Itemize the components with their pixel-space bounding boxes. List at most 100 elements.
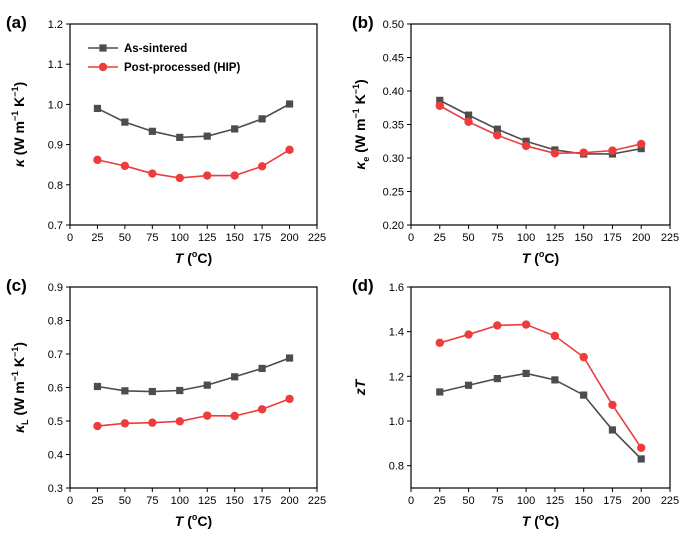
data-point-hip [230, 411, 239, 421]
series-line-as-sintered [97, 357, 290, 393]
y-axis-label-sub: L [20, 419, 30, 425]
y-tick-label: 0.8 [48, 180, 63, 192]
data-point-hip [203, 171, 212, 180]
data-point-as-sintered [464, 111, 473, 119]
data-point-as-sintered [176, 133, 184, 141]
y-tick-label: 0.25 [383, 187, 404, 199]
x-tick-label: 200 [632, 232, 650, 244]
x-tick-label: 100 [171, 495, 189, 507]
x-tick-label: 150 [225, 232, 243, 244]
x-tick-label: 0 [67, 495, 73, 507]
data-point-hip [257, 405, 267, 414]
y-tick-label: 0.9 [48, 140, 63, 152]
x-tick-label: 175 [603, 495, 621, 507]
data-point-hip [493, 321, 502, 330]
x-axis-label: T (oC) [522, 512, 559, 529]
x-tick-label: 75 [491, 232, 503, 244]
data-point-hip [93, 421, 102, 431]
y-axis-label-text: (W m [11, 121, 27, 159]
y-tick-label: 0.45 [383, 53, 404, 65]
panel-label: (b) [352, 13, 374, 32]
data-point-as-sintered [493, 374, 501, 383]
legend-label: As-sintered [124, 43, 187, 55]
panel-d: (d) 0 25 50 75 100 125 150 175 200 225 0.8 1.0 1.2 1.4… [352, 276, 679, 529]
x-tick-label: 200 [280, 495, 298, 507]
data-point-hip [120, 419, 130, 428]
x-tick-label: 125 [198, 495, 216, 507]
y-tick-label: 0.6 [48, 383, 63, 395]
panel-label: (a) [6, 13, 27, 32]
y-axis-label-symbol: κ [11, 158, 27, 167]
legend-marker-square [99, 44, 107, 52]
x-axis-label: T (oC) [175, 512, 212, 529]
data-point-as-sintered [436, 388, 444, 396]
x-axis-label-sup: o [539, 249, 545, 259]
data-point-hip [230, 171, 239, 180]
y-tick-label: 0.4 [48, 450, 63, 462]
x-axis-label-text: C) [544, 513, 559, 529]
x-axis-label-var: T [175, 250, 185, 266]
data-point-hip [285, 145, 294, 155]
y-axis-label: κL (W m−1 K−1) [10, 342, 30, 433]
series-line-hip [97, 149, 290, 179]
x-tick-label: 150 [225, 495, 243, 507]
data-point-as-sintered [258, 115, 266, 123]
x-tick-label: 50 [119, 495, 131, 507]
x-tick-label: 150 [574, 495, 592, 507]
panel-b: (b) 0 25 50 75 100 125 150 175 200 225 0.20 0.25 0.30… [351, 13, 679, 266]
x-tick-label: 175 [253, 495, 271, 507]
x-tick-label: 0 [67, 232, 73, 244]
data-point-hip [148, 169, 157, 178]
y-tick-label: 1.2 [389, 371, 404, 383]
y-tick-label: 0.40 [383, 86, 404, 98]
data-point-as-sintered [522, 137, 530, 145]
data-point-as-sintered [148, 127, 156, 135]
y-tick-label: 0.20 [383, 220, 404, 232]
data-point-hip [435, 338, 444, 348]
y-axis-label-var: T [352, 378, 368, 388]
y-tick-label: 0.7 [48, 220, 63, 232]
legend: As-sintered Post-processed (HIP) [88, 43, 240, 74]
data-point-hip [175, 173, 184, 183]
data-point-hip [493, 131, 502, 140]
y-axis-label-sup: −1 [10, 371, 20, 381]
x-axis-label-text: C) [544, 250, 559, 266]
data-point-hip [464, 117, 473, 127]
x-tick-label: 50 [462, 232, 474, 244]
x-axis-label-var: T [175, 513, 185, 529]
data-point-hip [608, 146, 617, 155]
data-point-as-sintered [231, 373, 239, 381]
y-axis-label-sup: −1 [351, 108, 361, 118]
x-tick-label: 75 [146, 232, 158, 244]
x-tick-label: 200 [280, 232, 298, 244]
x-axis-label-sup: o [192, 249, 198, 259]
plot-frame [69, 23, 318, 226]
legend-label: Post-processed (HIP) [124, 62, 240, 74]
x-tick-label: 100 [517, 495, 535, 507]
series-line-as-sintered [97, 103, 290, 139]
data-point-as-sintered [176, 386, 184, 395]
y-tick-label: 1.0 [48, 99, 63, 111]
x-tick-label: 225 [661, 495, 679, 507]
x-axis-label-text: C) [197, 250, 212, 266]
data-point-as-sintered [637, 145, 645, 153]
x-tick-label: 50 [119, 232, 131, 244]
y-axis-label: κ (W m−1 K−1) [10, 82, 27, 167]
x-tick-label: 125 [198, 232, 216, 244]
x-tick-label: 75 [491, 495, 503, 507]
data-point-hip [285, 394, 294, 404]
y-axis-label-text: K [352, 94, 368, 108]
data-point-as-sintered [203, 132, 211, 140]
y-tick-label: 1.6 [389, 282, 404, 294]
data-point-as-sintered [285, 354, 294, 362]
y-axis-label-sup: −1 [10, 111, 20, 121]
x-axis-label: T (oC) [175, 249, 212, 266]
data-point-as-sintered [608, 426, 617, 434]
data-point-as-sintered [580, 391, 588, 399]
data-point-hip [579, 352, 588, 362]
series-line-hip [439, 323, 642, 449]
y-axis-label-text: K [11, 97, 27, 111]
y-tick-label: 0.5 [48, 416, 63, 428]
y-tick-label: 0.8 [389, 461, 404, 473]
data-point-as-sintered [551, 376, 559, 384]
